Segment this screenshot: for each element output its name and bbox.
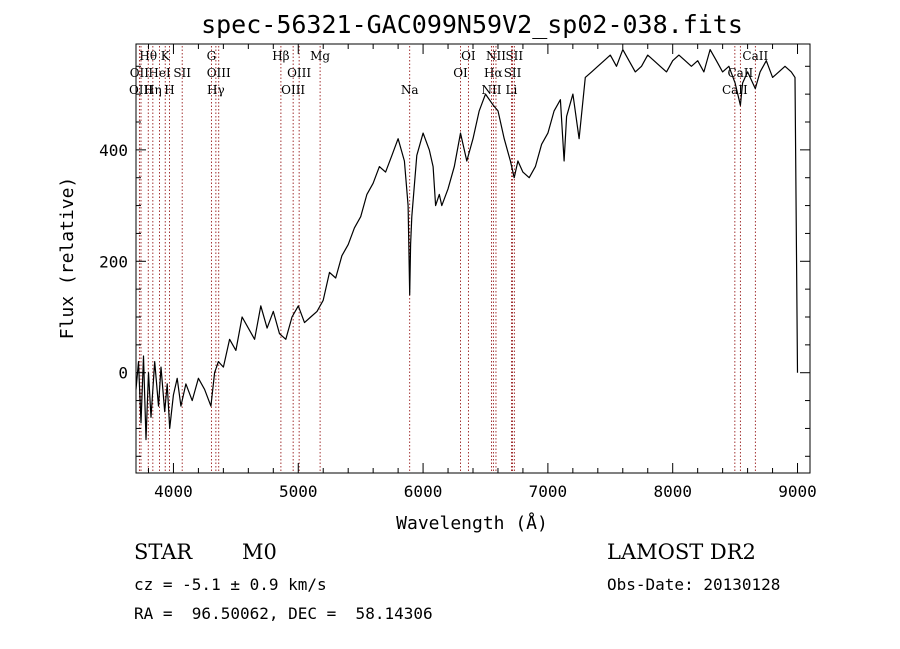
y-tick-label-0: 0 [118, 364, 128, 383]
object-subclass: M0 [242, 540, 277, 564]
y-tick-label-2: 400 [99, 141, 128, 160]
spectrum-series [135, 48, 799, 441]
line-label-9: OIII [207, 66, 231, 80]
line-label-24: CaII [742, 49, 768, 63]
x-tick-label-5: 9000 [778, 482, 817, 501]
survey-name: LAMOST DR2 [607, 540, 756, 564]
line-label-3: K [161, 49, 171, 63]
line-label-14: Mg [310, 49, 330, 63]
line-label-21: SII [505, 49, 523, 63]
object-class: STAR [134, 540, 193, 564]
x-tick-label-1: 5000 [279, 482, 318, 501]
line-label-12: OIII [287, 66, 311, 80]
y-axis-label: Flux (relative) [57, 177, 78, 340]
line-label-23: Li [506, 83, 518, 97]
spectrum-line [135, 48, 799, 441]
line-label-10: Hγ [207, 83, 225, 97]
line-label-5: Hη [144, 83, 162, 97]
line-label-18: NII [486, 49, 506, 63]
observation-date: Obs-Date: 20130128 [607, 575, 781, 594]
line-label-16: OI [461, 49, 476, 63]
line-label-15: Na [401, 83, 419, 97]
coordinates: RA = 96.50062, DEC = 58.14306 [134, 604, 433, 623]
line-label-22: SII [504, 66, 522, 80]
line-label-1: OII [130, 66, 150, 80]
line-label-4: HeI [148, 66, 171, 80]
line-label-13: OIII [281, 83, 305, 97]
line-label-11: Hβ [272, 49, 289, 63]
line-label-2: OIII [129, 83, 153, 97]
line-label-20: NII [481, 83, 501, 97]
x-tick-label-2: 6000 [404, 482, 443, 501]
emission-line-markers: Hθ OII OIII K HeI Hη SII H G OIII Hγ Hβ OIII OIII Mg Na… [129, 46, 768, 473]
plot-frame [135, 43, 811, 474]
x-axis-label: Wavelength (Å) [396, 512, 548, 534]
line-label-19: Hα [484, 66, 503, 80]
redshift-velocity: cz = -5.1 ± 0.9 km/s [134, 575, 327, 594]
line-label-0: Hθ [139, 49, 157, 63]
line-label-8: G [207, 49, 217, 63]
x-tick-label-3: 7000 [529, 482, 568, 501]
x-tick-label-0: 4000 [154, 482, 193, 501]
chart-title: spec-56321-GAC099N59V2_sp02-038.fits [201, 10, 743, 39]
line-label-17: OI [453, 66, 468, 80]
line-label-6: SII [173, 66, 191, 80]
line-label-7: H [164, 83, 174, 97]
axes: 4000 5000 6000 7000 8000 9000 0 200 400 [99, 44, 817, 501]
x-tick-label-4: 8000 [653, 482, 692, 501]
line-label-25: CaII [727, 66, 753, 80]
y-tick-label-1: 200 [99, 252, 128, 271]
